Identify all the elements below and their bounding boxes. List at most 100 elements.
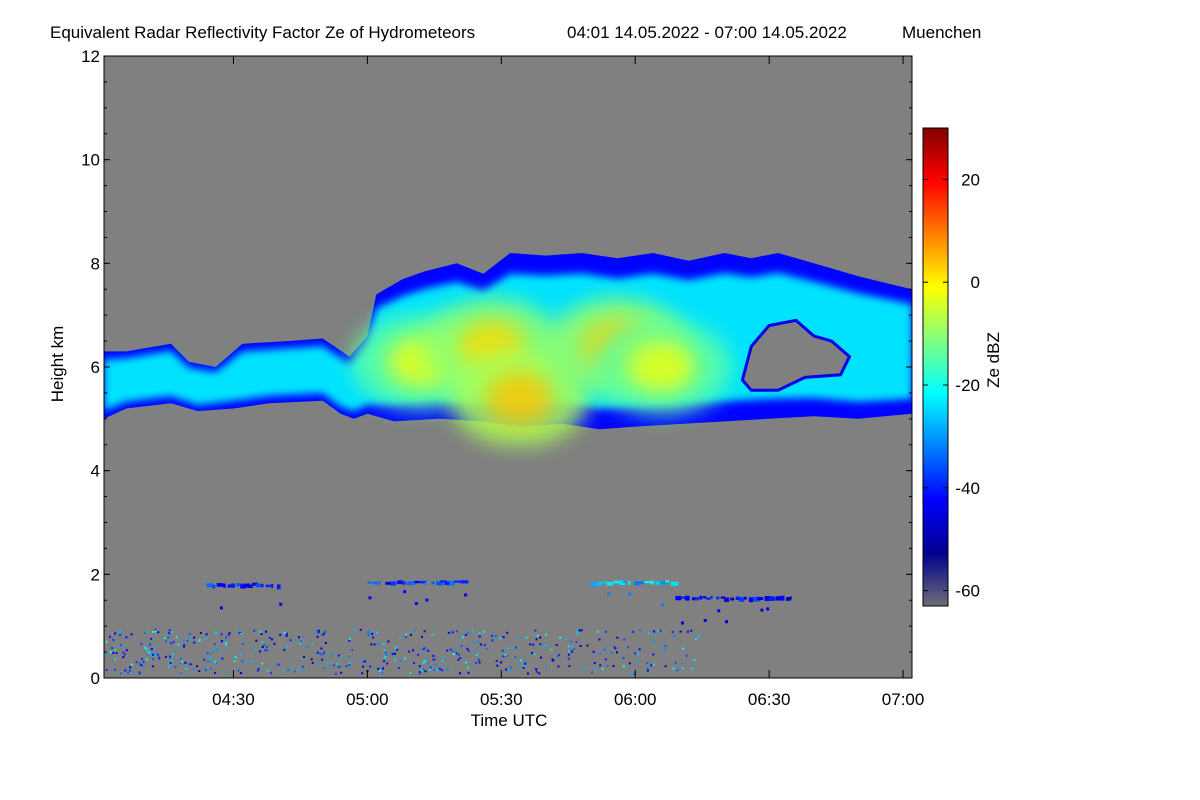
echo-speck (403, 590, 407, 594)
clutter-speck (676, 669, 679, 672)
clutter-speck (109, 650, 112, 653)
clutter-speck (413, 629, 416, 632)
echo-speck (271, 584, 274, 588)
echo-speck (699, 595, 703, 600)
colorbar-tick-label: -60 (955, 582, 980, 601)
y-tick-label: 10 (81, 151, 100, 170)
echo-speck (390, 581, 397, 586)
clutter-speck (434, 663, 437, 666)
clutter-speck (508, 669, 511, 672)
clutter-speck (140, 643, 143, 646)
clutter-speck (555, 644, 558, 646)
clutter-speck (240, 633, 243, 635)
clutter-speck (205, 633, 208, 636)
clutter-speck (604, 630, 607, 633)
clutter-speck (111, 647, 113, 649)
y-tick-label: 8 (91, 254, 100, 273)
clutter-speck (383, 649, 386, 652)
clutter-speck (293, 670, 296, 673)
clutter-speck (321, 633, 324, 636)
echo-speck (431, 581, 435, 585)
clutter-speck (152, 653, 154, 656)
clutter-speck (152, 631, 154, 633)
clutter-speck (183, 644, 185, 647)
clutter-speck (612, 665, 615, 668)
echo-speck (414, 580, 420, 584)
clutter-speck (421, 635, 423, 638)
clutter-speck (198, 639, 201, 642)
clutter-speck (540, 656, 542, 659)
clutter-speck (150, 637, 153, 640)
clutter-speck (681, 662, 683, 665)
clutter-speck (457, 658, 460, 661)
clutter-speck (387, 640, 390, 643)
clutter-speck (115, 651, 118, 654)
clutter-speck (364, 660, 366, 663)
echo-speck (685, 595, 690, 601)
echo-speck (243, 583, 250, 588)
clutter-speck (170, 660, 173, 663)
clutter-speck (504, 654, 507, 656)
echo-speck (411, 581, 417, 584)
clutter-speck (576, 632, 579, 635)
clutter-speck (266, 669, 269, 672)
clutter-speck (570, 650, 573, 653)
clutter-speck (323, 667, 326, 670)
clutter-speck (361, 672, 364, 675)
clutter-speck (418, 665, 421, 668)
clutter-speck (233, 660, 236, 663)
echo-speck (753, 596, 761, 602)
echo-speck (206, 583, 213, 588)
clutter-speck (261, 641, 264, 644)
echo-speck (231, 583, 235, 587)
clutter-speck (170, 645, 173, 647)
clutter-speck (390, 650, 393, 653)
chart-location: Muenchen (902, 23, 981, 42)
y-tick-label: 4 (91, 462, 100, 481)
clutter-speck (381, 671, 384, 674)
clutter-speck (306, 645, 309, 648)
clutter-speck (455, 645, 458, 647)
clutter-speck (580, 629, 583, 632)
clutter-speck (336, 662, 339, 665)
clutter-speck (433, 669, 436, 671)
echo-speck (613, 580, 621, 584)
clutter-speck (623, 665, 625, 668)
clutter-speck (193, 636, 196, 639)
clutter-speck (234, 655, 237, 658)
clutter-speck (261, 646, 264, 648)
clutter-speck (664, 647, 666, 650)
clutter-speck (108, 635, 111, 638)
clutter-speck (216, 648, 219, 651)
clutter-speck (522, 666, 525, 669)
echo-speck (261, 583, 264, 588)
clutter-speck (120, 644, 123, 647)
clutter-speck (662, 651, 665, 654)
clutter-speck (583, 668, 586, 671)
clutter-speck (259, 630, 262, 633)
clutter-speck (466, 632, 469, 635)
clutter-speck (123, 653, 126, 656)
clutter-speck (361, 658, 364, 661)
clutter-speck (378, 669, 381, 672)
clutter-speck (210, 656, 213, 659)
clutter-speck (260, 633, 263, 636)
clutter-speck (268, 636, 271, 639)
clutter-speck (556, 655, 559, 658)
clutter-speck (105, 669, 108, 672)
clutter-speck (604, 658, 607, 661)
clutter-speck (455, 652, 458, 655)
clutter-speck (114, 649, 117, 651)
clutter-speck (150, 648, 153, 650)
clutter-speck (378, 666, 381, 669)
clutter-speck (164, 640, 167, 643)
clutter-speck (127, 671, 129, 674)
clutter-speck (186, 639, 189, 642)
clutter-speck (369, 665, 372, 668)
echo-speck (634, 581, 640, 586)
echo-speck (590, 582, 597, 587)
clutter-speck (446, 668, 449, 671)
clutter-speck (507, 647, 510, 650)
clutter-speck (596, 630, 599, 633)
clutter-speck (384, 656, 387, 659)
